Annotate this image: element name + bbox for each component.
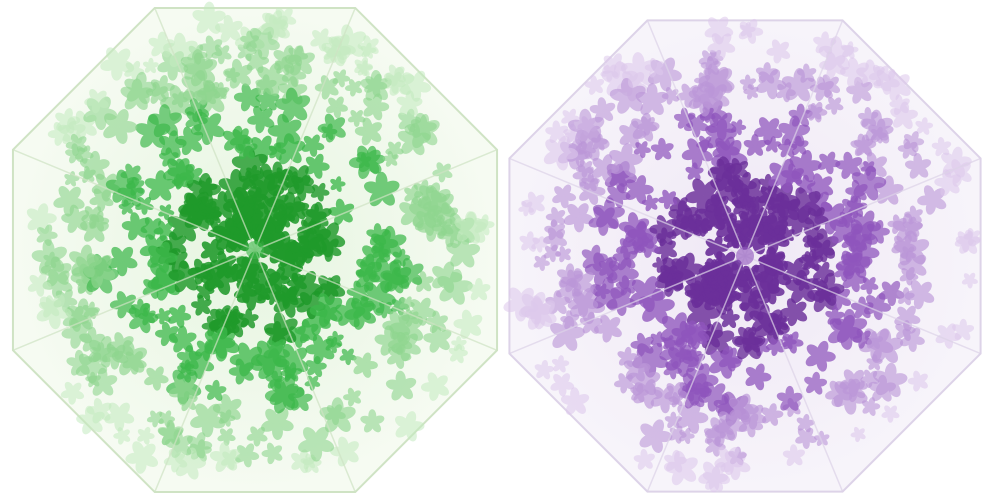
rib xyxy=(646,20,746,257)
rib xyxy=(154,7,256,251)
rib xyxy=(744,157,981,257)
rib xyxy=(12,249,256,351)
purple-umbrella xyxy=(494,8,986,498)
rib xyxy=(254,249,356,493)
hub xyxy=(736,247,754,265)
rib xyxy=(12,149,256,251)
rib xyxy=(646,255,746,492)
rib xyxy=(509,157,746,257)
rib xyxy=(254,149,498,251)
rib xyxy=(254,7,356,251)
hub xyxy=(246,241,264,259)
green-umbrella xyxy=(11,0,499,494)
rib xyxy=(154,249,256,493)
rib xyxy=(509,255,746,355)
rib xyxy=(744,255,981,355)
rib xyxy=(744,255,844,492)
rib xyxy=(744,20,844,257)
rib xyxy=(254,249,498,351)
